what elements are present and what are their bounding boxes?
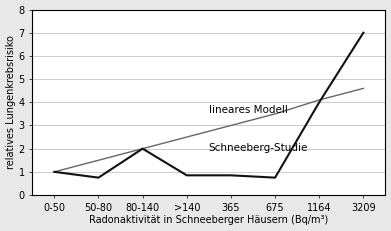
X-axis label: Radonaktivität in Schneeberger Häusern (Bq/m³): Radonaktivität in Schneeberger Häusern (… [89,216,328,225]
Text: Schneeberg-Studie: Schneeberg-Studie [209,143,308,153]
Y-axis label: relatives Lungenkrebsrisiko: relatives Lungenkrebsrisiko [5,35,16,169]
Text: lineares Modell: lineares Modell [209,105,288,115]
